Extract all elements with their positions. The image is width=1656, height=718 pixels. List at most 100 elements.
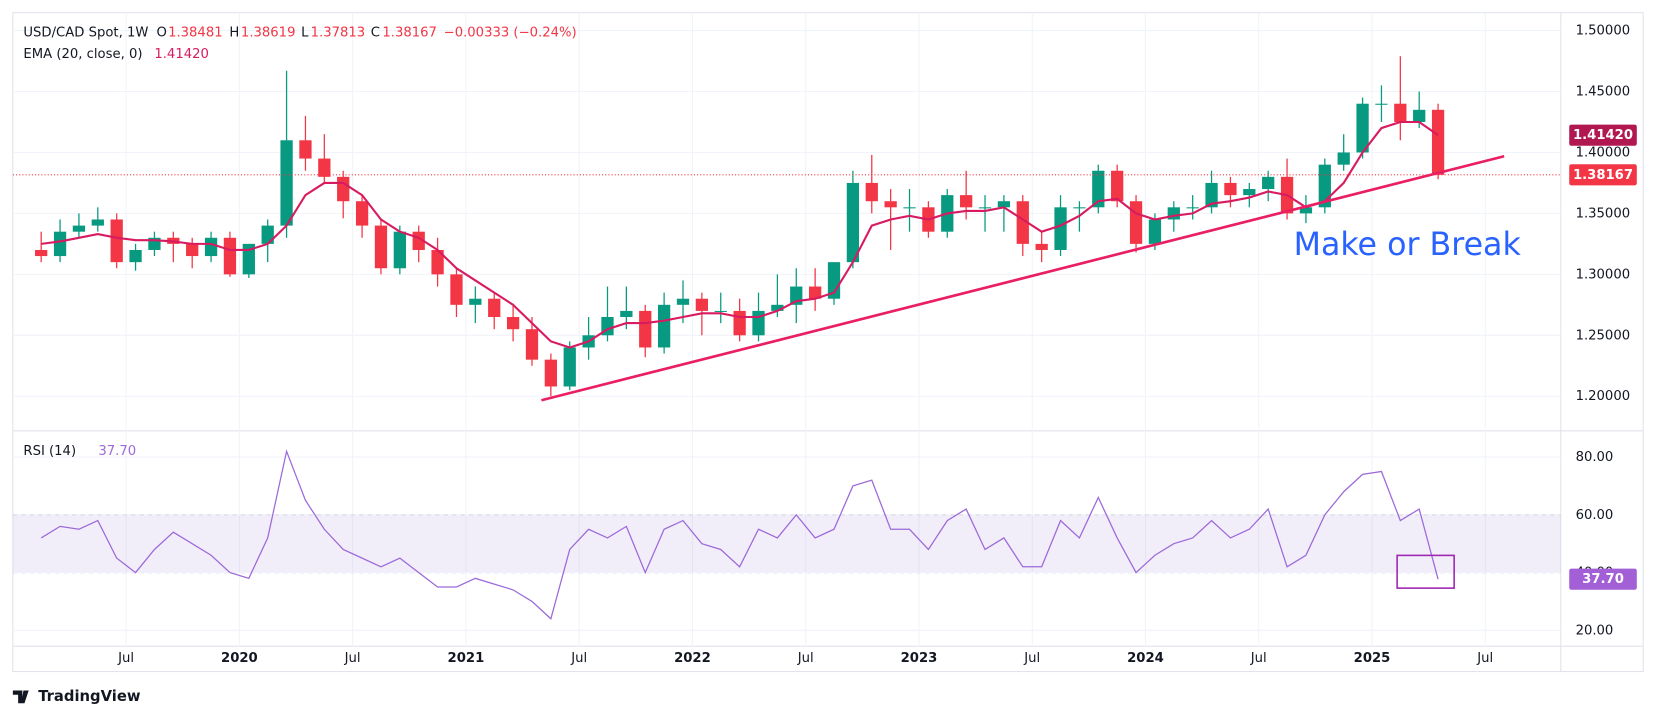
candle-body (355, 201, 369, 226)
ohlc-value: 1.38619 (241, 26, 296, 41)
candle-body (884, 201, 897, 208)
y-tick-label: 1.35000 (1576, 206, 1631, 221)
candle-body (1431, 109, 1445, 175)
last-price-label: 1.38167 (1573, 168, 1633, 183)
candle-body (186, 243, 199, 257)
candle-body (639, 310, 652, 348)
x-tick-label: Jul (570, 651, 587, 666)
candle-body (1205, 182, 1218, 208)
marks (12, 56, 1561, 620)
candle-body (1111, 170, 1124, 202)
logo: TradingView (12, 688, 141, 705)
candle-body (1073, 207, 1086, 209)
highlight-box (1396, 554, 1455, 589)
ohlc-label: H (229, 26, 239, 41)
annotation: Make or Break (1294, 227, 1522, 263)
candle-body (53, 231, 67, 257)
candle-body (431, 249, 444, 275)
candle-body (223, 237, 237, 275)
candle-body (1224, 182, 1237, 196)
x-tick-label: Jul (1476, 651, 1493, 666)
candle-body (337, 176, 350, 202)
candle-body (525, 329, 539, 360)
candle-body (771, 304, 784, 311)
candle-body (72, 225, 86, 232)
x-tick-label: 2020 (221, 651, 258, 666)
candle-body (1186, 207, 1199, 209)
candle-body (1262, 176, 1275, 190)
candle-body (809, 286, 822, 299)
candle-body (997, 201, 1011, 208)
candle-body (299, 140, 312, 159)
candle-body (1035, 243, 1048, 250)
candle-body (657, 304, 671, 348)
ohlc-value: 1.38167 (382, 26, 437, 41)
x-tick-label: Jul (1023, 651, 1040, 666)
candle-body (318, 158, 331, 177)
candle-body (374, 225, 388, 269)
candle-body (280, 140, 293, 226)
ohlc-label: L (301, 26, 309, 41)
ema-price-label: 1.41420 (1573, 128, 1633, 143)
candle-body (1375, 103, 1388, 105)
candle-body (563, 347, 576, 387)
ema-name: EMA (20, close, 0) (23, 47, 142, 62)
rsi-last-box (1569, 568, 1637, 590)
rsi-last-label: 37.70 (1582, 572, 1624, 587)
ema-value: 1.41420 (154, 47, 209, 62)
candle-body (733, 310, 746, 336)
y-tick-label: 1.30000 (1576, 267, 1631, 282)
symbol: USD/CAD Spot, 1W (23, 26, 148, 41)
x-tick-label: 2025 (1354, 651, 1391, 666)
y-tick-label: 1.20000 (1576, 389, 1631, 404)
candle-body (865, 182, 878, 202)
labels: USD/CAD Spot, 1W EMA (20, close, 0) 1.41… (12, 24, 1637, 705)
candle-body (1299, 207, 1313, 214)
ohlc-value: 1.38481 (168, 26, 223, 41)
rsi-tick-label: 80.00 (1576, 450, 1614, 465)
candle-body (978, 207, 992, 209)
candle-body (129, 249, 142, 263)
last-price-box (1569, 164, 1637, 186)
trendline (541, 154, 1505, 402)
y-tick-label: 1.45000 (1576, 85, 1631, 100)
candle-body (960, 195, 973, 208)
candle-body (1054, 207, 1067, 250)
x-tick-label: Jul (797, 651, 814, 666)
ohlc-label: C (371, 26, 380, 41)
rsi-tick-label: 60.00 (1576, 508, 1614, 523)
candle-body (846, 182, 860, 263)
candle-body (1243, 189, 1256, 196)
candle-body (469, 298, 482, 305)
rsi-band (12, 514, 1561, 573)
candle-body (903, 207, 916, 209)
candle-body (488, 298, 501, 318)
x-tick-label: 2021 (448, 651, 485, 666)
candle-body (1337, 152, 1350, 165)
candle-body (91, 219, 104, 226)
brand: TradingView (38, 688, 141, 705)
candle-body (695, 298, 709, 311)
x-tick-label: Jul (117, 651, 134, 666)
ema-price-box (1569, 124, 1637, 146)
ohlc-value: 1.37813 (311, 26, 366, 41)
ohlc-label: O (156, 26, 166, 41)
candle-body (1394, 103, 1407, 122)
candle-body (110, 219, 123, 263)
rsi-value: 37.70 (98, 444, 136, 459)
candle-body (1356, 103, 1369, 153)
candle-body (393, 231, 406, 269)
candle-body (35, 249, 48, 257)
candle-body (1148, 219, 1162, 244)
candle-body (242, 243, 255, 275)
x-tick-label: Jul (1250, 651, 1267, 666)
change: −0.00333 (−0.24%) (444, 26, 577, 41)
candle-body (261, 225, 274, 244)
chart-frame (12, 12, 1644, 673)
candle-body (506, 317, 520, 330)
candle-body (676, 298, 690, 305)
x-tick-label: 2023 (901, 651, 938, 666)
y-tick-label: 1.50000 (1576, 24, 1631, 39)
x-tick-label: Jul (344, 651, 361, 666)
